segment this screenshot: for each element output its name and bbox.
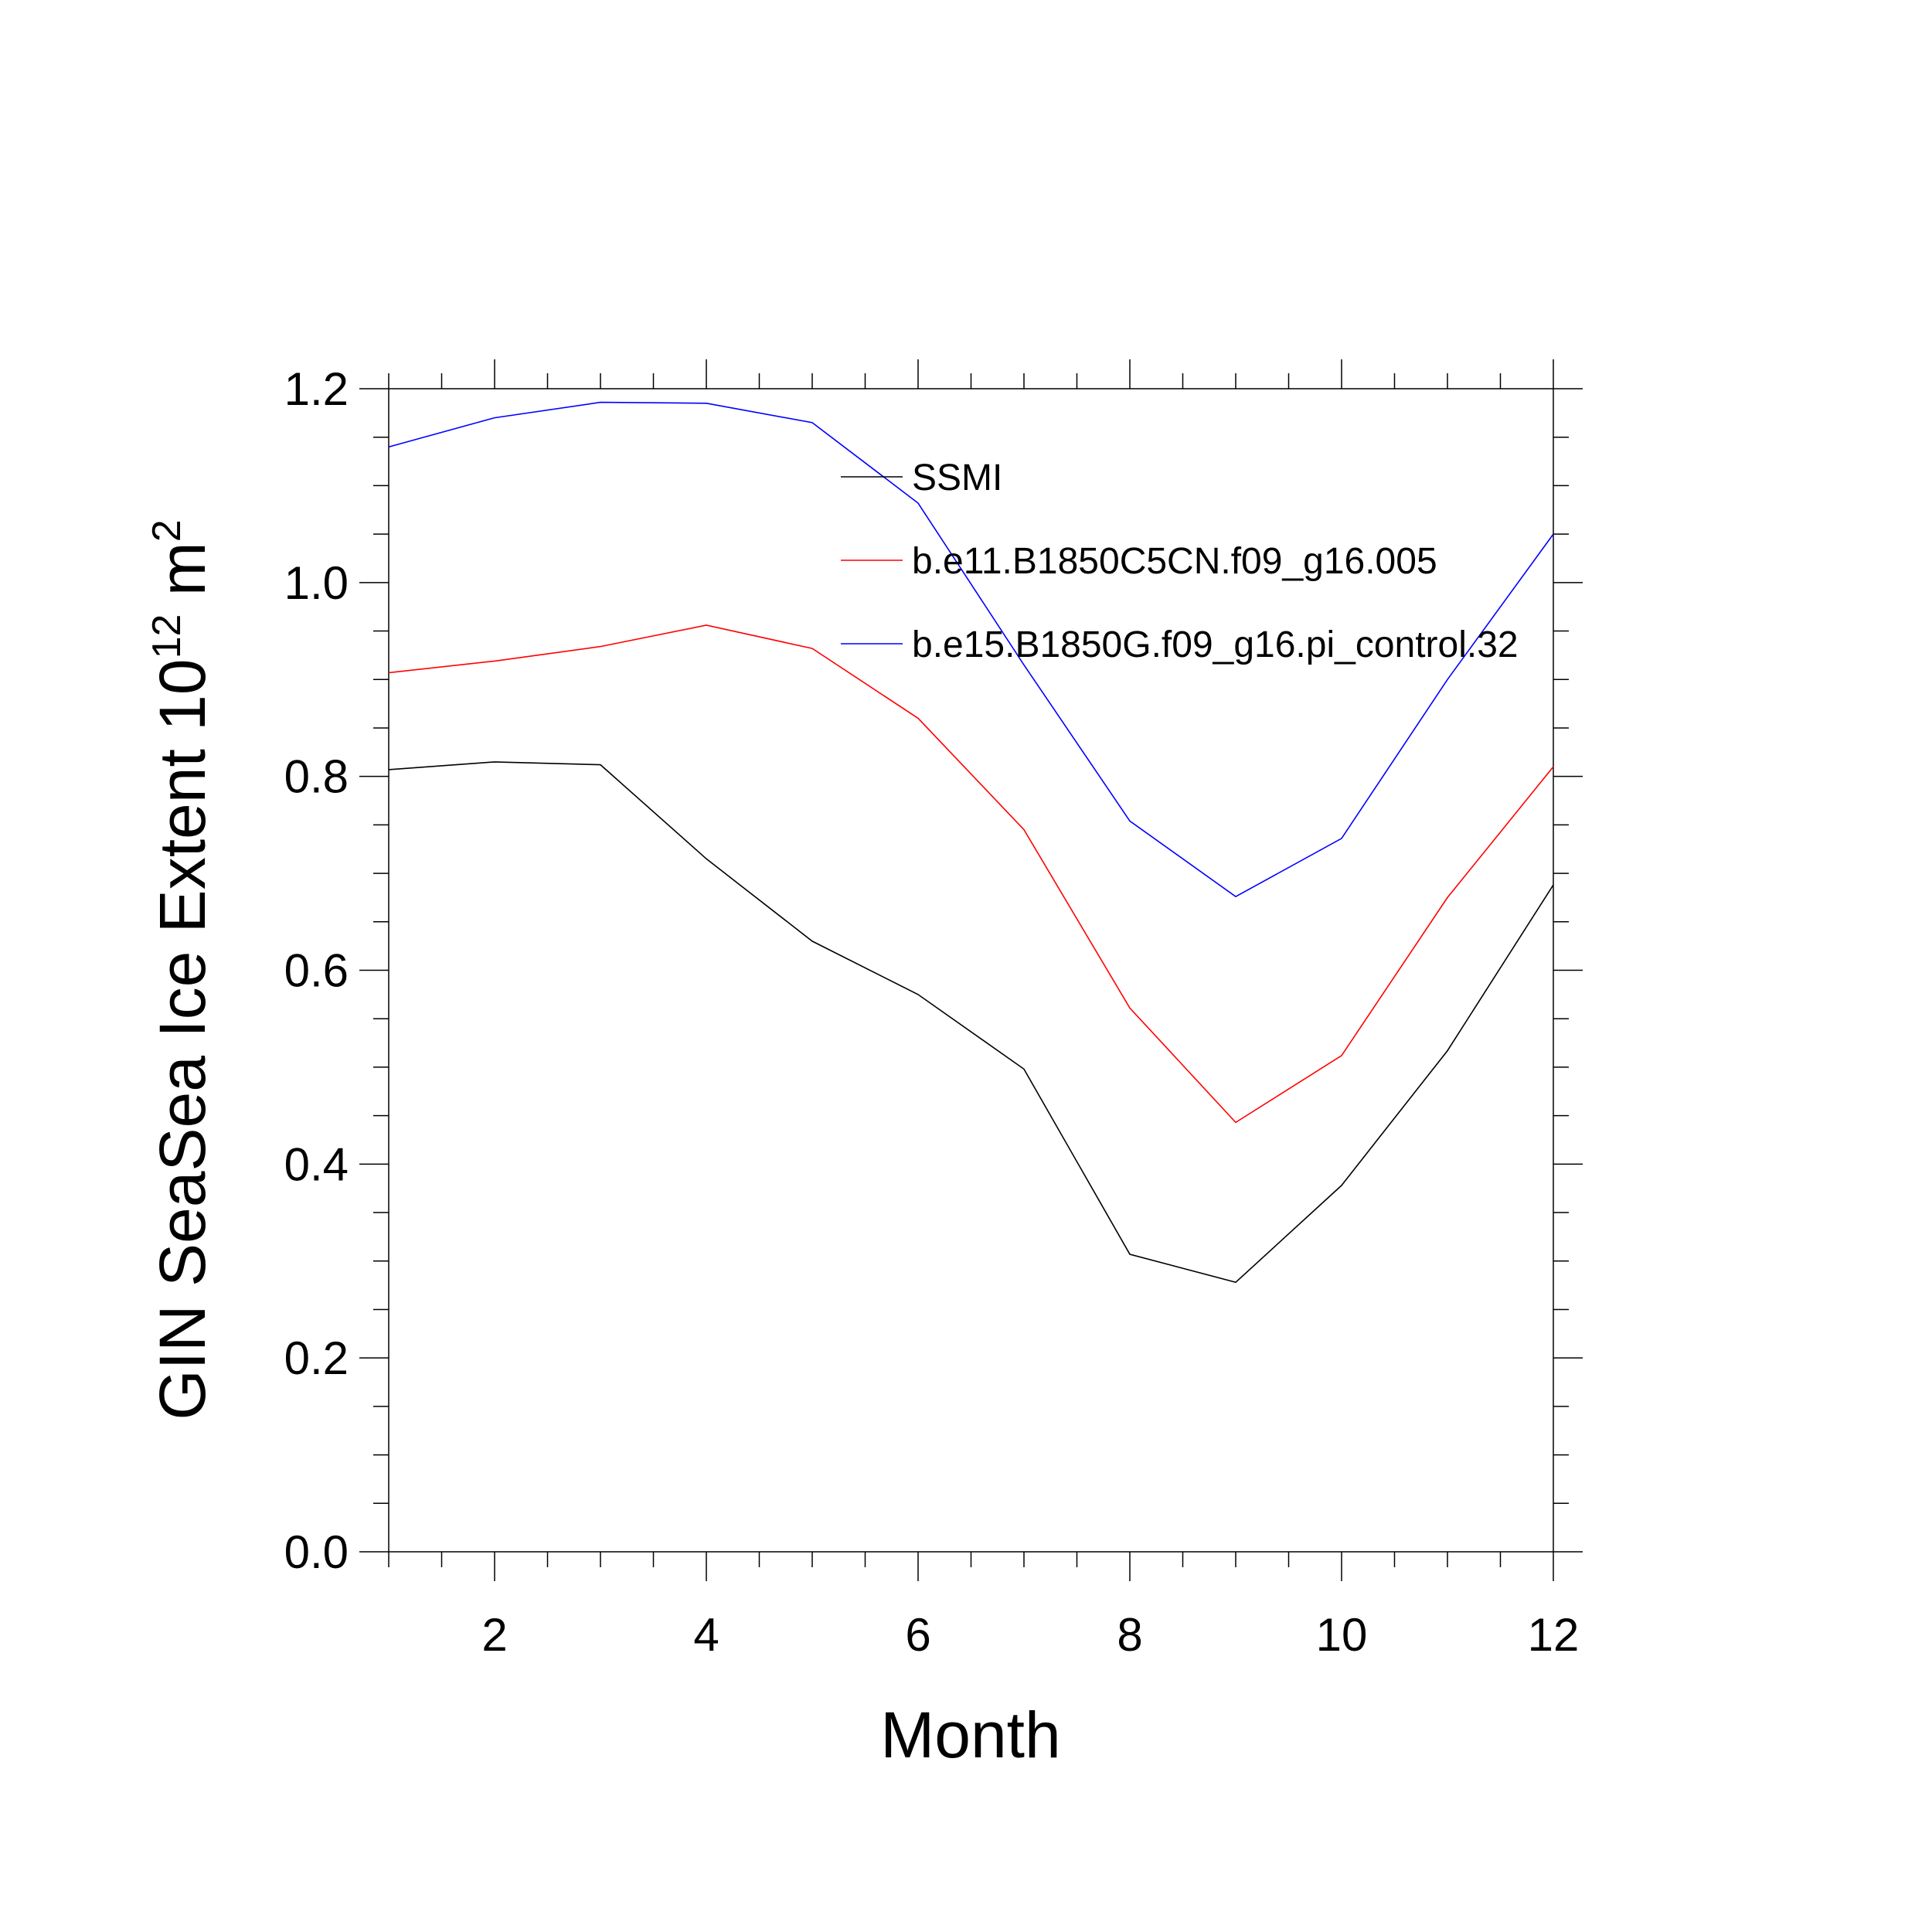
legend-label-0: SSMI <box>912 457 1002 498</box>
series-line-2 <box>388 401 1554 898</box>
y-tick-label: 0.6 <box>284 945 349 997</box>
x-tick-label: 10 <box>1316 1609 1368 1661</box>
y-axis-title-text: GIN SeaSea Ice Extent 10 <box>146 658 219 1420</box>
series-lines <box>388 401 1554 1284</box>
series-line-0 <box>388 761 1554 1284</box>
y-tick-label: 1.2 <box>284 363 349 415</box>
y-axis-title-group: GIN SeaSea Ice Extent 1012 m2 <box>145 519 219 1420</box>
y-tick-labels: 0.0 0.2 0.4 0.6 0.8 1.0 1.2 <box>284 363 349 1578</box>
series-line-1 <box>388 624 1554 1124</box>
y-axis-title-unit-exponent: 2 <box>145 519 189 542</box>
y-axis-title: GIN SeaSea Ice Extent 1012 m2 <box>145 519 219 1420</box>
x-tick-label: 12 <box>1528 1609 1580 1661</box>
x-tick-label: 8 <box>1117 1609 1142 1661</box>
y-tick-label: 0.8 <box>284 751 349 803</box>
y-tick-label: 0.0 <box>284 1526 349 1578</box>
y-axis-title-exponent: 12 <box>145 614 189 659</box>
x-tick-label: 2 <box>481 1609 507 1661</box>
legend: SSMI b.e11.B1850C5CN.f09_g16.005 b.e15.B18… <box>841 457 1519 665</box>
legend-label-2: b.e15.B1850G.f09_g16.pi_control.32 <box>912 624 1519 665</box>
x-axis-title: Month <box>880 1699 1060 1771</box>
y-tick-label: 1.0 <box>284 557 349 609</box>
x-tick-labels: 2 4 6 8 10 12 <box>481 1609 1579 1661</box>
legend-label-1: b.e11.B1850C5CN.f09_g16.005 <box>912 541 1437 582</box>
y-tick-label: 0.4 <box>284 1138 349 1190</box>
y-axis-title-unit: m <box>146 542 219 614</box>
axis-ticks <box>359 359 1583 1581</box>
x-tick-label: 4 <box>693 1609 719 1661</box>
y-tick-label: 0.2 <box>284 1332 349 1384</box>
x-tick-label: 6 <box>905 1609 930 1661</box>
